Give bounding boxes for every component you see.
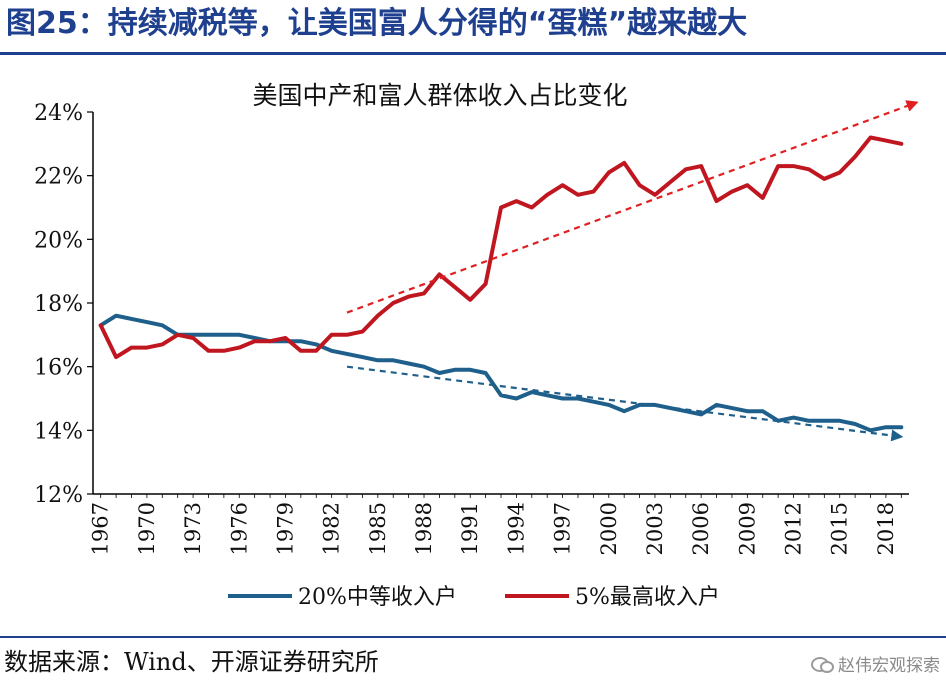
x-tick-label: 1982 (320, 502, 344, 555)
x-tick-label: 2015 (828, 502, 852, 555)
chart-title: 美国中产和富人群体收入占比变化 (252, 81, 627, 110)
x-tick-label: 1967 (89, 502, 113, 555)
wechat-icon (811, 655, 834, 673)
legend-label-top: 5%最高收入户 (575, 585, 720, 610)
x-tick-label: 1970 (135, 502, 159, 555)
income-share-chart: 美国中产和富人群体收入占比变化 12% 14% 16% 18% 20% 22% 24% 19… (34, 81, 919, 610)
legend: 20%中等收入户 5%最高收入户 (228, 585, 720, 610)
watermark-label: 赵伟宏观探索 (838, 656, 940, 676)
x-tick-label: 2018 (874, 502, 898, 555)
legend-label-middle: 20%中等收入户 (298, 585, 457, 610)
x-tick-label: 1997 (551, 502, 575, 555)
x-tick-label: 1988 (412, 502, 436, 555)
x-tick-label: 1976 (227, 502, 251, 555)
y-tick-label: 12% (34, 483, 83, 508)
source-note: 数据来源：Wind、开源证券研究所 (4, 648, 379, 676)
x-tick-label: 1994 (504, 502, 528, 555)
trend-arrow-middle (346, 365, 904, 442)
y-tick-label: 16% (34, 356, 83, 381)
figure-title: 图25：持续减税等，让美国富人分得的“蛋糕”越来越大 (6, 6, 748, 41)
y-axis: 12% 14% 16% 18% 20% 22% 24% (34, 101, 94, 508)
y-tick-label: 20% (34, 228, 83, 253)
y-tick-label: 18% (34, 292, 83, 317)
x-tick-label: 1973 (181, 502, 205, 555)
watermark: 赵伟宏观探索 (811, 651, 940, 676)
x-tick-label: 2012 (782, 502, 806, 555)
series-line-middle-20pct (98, 313, 904, 433)
x-tick-label: 2000 (597, 502, 621, 555)
series-layer (98, 135, 904, 433)
y-tick-label: 14% (34, 419, 83, 444)
x-axis: 1967 1970 1973 1976 1979 1982 1985 1988 1991 1994… (89, 493, 909, 555)
x-tick-label: 2003 (643, 502, 667, 555)
y-tick-label: 22% (34, 165, 83, 190)
x-tick-label: 1991 (458, 502, 482, 555)
trend-arrows (346, 100, 919, 442)
x-tick-label: 1985 (366, 502, 390, 555)
y-tick-label: 24% (34, 101, 83, 126)
title-rule (0, 52, 946, 55)
x-tick-label: 1979 (273, 502, 297, 555)
series-line-top-5pct (98, 135, 904, 360)
trend-arrow-top (346, 100, 919, 314)
footer-rule (0, 636, 946, 638)
x-tick-label: 2006 (689, 502, 713, 555)
x-tick-label: 2009 (735, 502, 759, 555)
